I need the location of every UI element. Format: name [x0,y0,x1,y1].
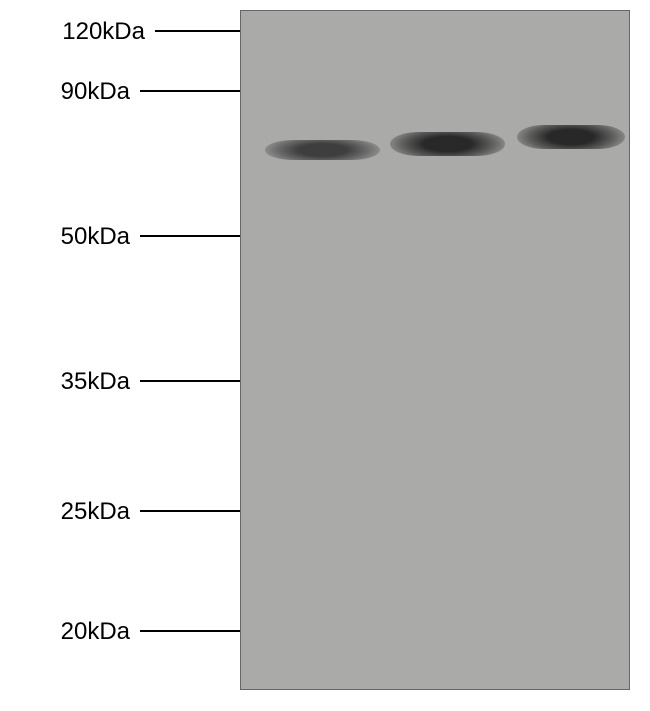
blot-container: 120kDa 90kDa 50kDa 35kDa 25kDa 20kDa [20,10,630,690]
mw-marker-label: 50kDa [30,223,130,251]
protein-band [517,125,625,149]
protein-band [265,140,380,160]
mw-marker-tick [140,90,240,92]
mw-marker-label: 90kDa [30,78,130,106]
mw-marker-label: 120kDa [45,18,145,46]
mw-marker-label: 25kDa [30,498,130,526]
mw-marker-tick [140,235,240,237]
mw-marker-tick [140,380,240,382]
mw-marker-label: 20kDa [30,618,130,646]
mw-marker-tick [140,630,240,632]
blot-membrane [240,10,630,690]
mw-marker-tick [155,30,240,32]
mw-marker-tick [140,510,240,512]
mw-marker-label: 35kDa [30,368,130,396]
protein-band [390,132,505,156]
